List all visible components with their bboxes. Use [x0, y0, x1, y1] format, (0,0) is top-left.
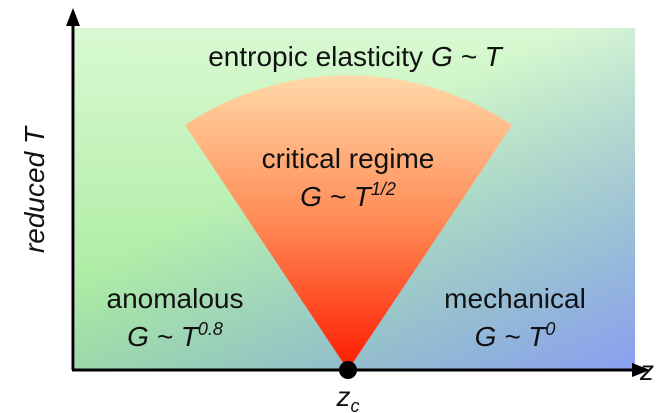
x-axis-label: z [639, 355, 654, 386]
region-name: mechanical [444, 283, 586, 314]
law-base: G ~ T [475, 321, 548, 352]
exponent: 1/2 [371, 179, 396, 199]
critical-fan [185, 75, 512, 370]
scaling-law: G ~ T [431, 41, 504, 72]
region-label: entropic elasticity G ~ T [208, 41, 503, 72]
region-name: critical regime [262, 143, 435, 174]
y-arrow [66, 8, 80, 26]
scaling-law: G ~ T0 [475, 319, 556, 352]
region-name: entropic elasticity [208, 41, 423, 72]
x-arrow [632, 363, 650, 377]
law-base: G ~ T [127, 321, 200, 352]
exponent: 0.8 [198, 319, 223, 339]
scaling-law: G ~ T1/2 [300, 179, 396, 212]
law-base: G ~ T [300, 181, 373, 212]
scaling-law: G ~ T0.8 [127, 319, 223, 352]
exponent: 0 [545, 319, 555, 339]
region-name: anomalous [107, 283, 244, 314]
y-axis-label: reduced T [19, 125, 50, 253]
label-base: z [336, 381, 351, 412]
subscript: c [351, 396, 360, 413]
critical-point [339, 361, 357, 379]
critical-point-label: zc [336, 381, 360, 413]
